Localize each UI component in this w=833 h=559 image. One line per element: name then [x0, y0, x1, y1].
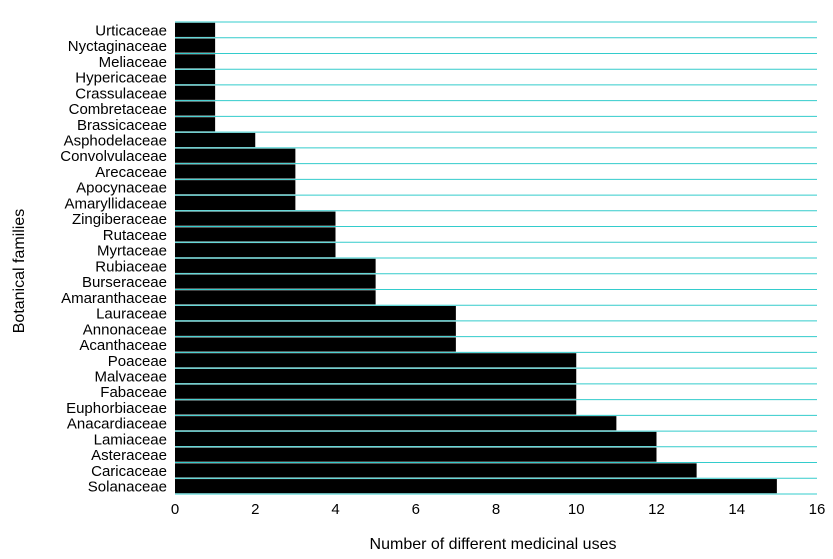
bar-fabaceae — [175, 384, 577, 399]
bar-apocynaceae — [175, 180, 296, 195]
category-label: Fabaceae — [100, 384, 167, 401]
bar-nyctaginaceae — [175, 38, 216, 53]
category-label: Myrtaceae — [97, 243, 167, 260]
category-label: Anacardiaceae — [67, 416, 167, 433]
x-tick-label: 12 — [648, 501, 665, 518]
bar-amaryllidaceae — [175, 195, 296, 210]
category-label: Crassulaceae — [75, 85, 167, 102]
category-label: Rutaceae — [103, 227, 167, 244]
category-label: Brassicaceae — [77, 117, 167, 134]
bar-malvaceae — [175, 368, 577, 384]
category-label: Malvaceae — [94, 369, 167, 386]
bar-convolvulaceae — [175, 148, 296, 163]
x-tick-label: 2 — [251, 501, 259, 518]
category-labels: UrticaceaeNyctaginaceaeMeliaceaeHyperica… — [60, 22, 167, 495]
category-label: Caricaceae — [91, 463, 167, 480]
bar-poaceae — [175, 353, 577, 368]
bar-asteraceae — [175, 447, 657, 462]
bar-annonaceae — [175, 321, 456, 336]
category-label: Acanthaceae — [79, 337, 167, 354]
x-tick-labels: 0 2 4 6 8 10 12 14 16 — [171, 501, 826, 518]
bars — [175, 22, 777, 494]
category-label: Rubiaceae — [95, 258, 167, 275]
category-label: Solanaceae — [88, 479, 167, 496]
category-label: Burseraceae — [82, 274, 167, 291]
bar-brassicaceae — [175, 117, 216, 132]
bar-rutaceae — [175, 227, 336, 242]
bar-acanthaceae — [175, 337, 456, 352]
category-label: Hypericaceae — [75, 70, 167, 87]
bar-crassulaceae — [175, 85, 216, 100]
bar-caricaceae — [175, 463, 697, 478]
x-tick-label: 8 — [492, 501, 500, 518]
x-tick-label: 14 — [728, 501, 745, 518]
x-tick-label: 4 — [331, 501, 339, 518]
bar-meliaceae — [175, 54, 216, 69]
category-label: Arecaceae — [95, 164, 167, 181]
bar-solanaceae — [175, 479, 777, 494]
bar-euphorbiaceae — [175, 400, 577, 415]
category-label: Urticaceae — [95, 22, 167, 39]
x-tick-label: 0 — [171, 501, 179, 518]
bar-burseraceae — [175, 274, 376, 289]
category-label: Amaryllidaceae — [64, 195, 167, 212]
bar-myrtaceae — [175, 243, 336, 258]
category-label: Amaranthaceae — [61, 290, 167, 307]
category-label: Meliaceae — [99, 54, 167, 71]
bar-combretaceae — [175, 101, 216, 116]
bar-urticaceae — [175, 22, 216, 37]
bar-rubiaceae — [175, 258, 376, 273]
category-label: Asteraceae — [91, 447, 167, 464]
bar-hypericaceae — [175, 70, 216, 85]
category-label: Zingiberaceae — [72, 211, 167, 228]
x-axis-title: Number of different medicinal uses — [370, 536, 617, 553]
bar-zingiberaceae — [175, 211, 336, 226]
category-label: Annonaceae — [83, 321, 167, 338]
bar-lamiaceae — [175, 431, 657, 446]
bar-amaranthaceae — [175, 290, 376, 305]
category-label: Nyctaginaceae — [68, 38, 167, 55]
grid-lines — [175, 21, 817, 495]
category-label: Lamiaceae — [94, 431, 167, 448]
bar-lauraceae — [175, 306, 456, 321]
category-label: Combretaceae — [69, 101, 167, 118]
bar-asphodelaceae — [175, 132, 256, 148]
x-tick-label: 16 — [809, 501, 826, 518]
category-label: Apocynaceae — [76, 180, 167, 197]
x-tick-label: 6 — [412, 501, 420, 518]
category-label: Convolvulaceae — [60, 148, 167, 165]
y-axis-title: Botanical families — [11, 209, 28, 334]
bar-anacardiaceae — [175, 416, 617, 431]
x-tick-label: 10 — [568, 501, 585, 518]
category-label: Lauraceae — [96, 306, 167, 323]
category-label: Euphorbiaceae — [66, 400, 167, 417]
category-label: Poaceae — [108, 353, 167, 370]
category-label: Asphodelaceae — [64, 133, 167, 150]
bar-arecaceae — [175, 164, 296, 179]
